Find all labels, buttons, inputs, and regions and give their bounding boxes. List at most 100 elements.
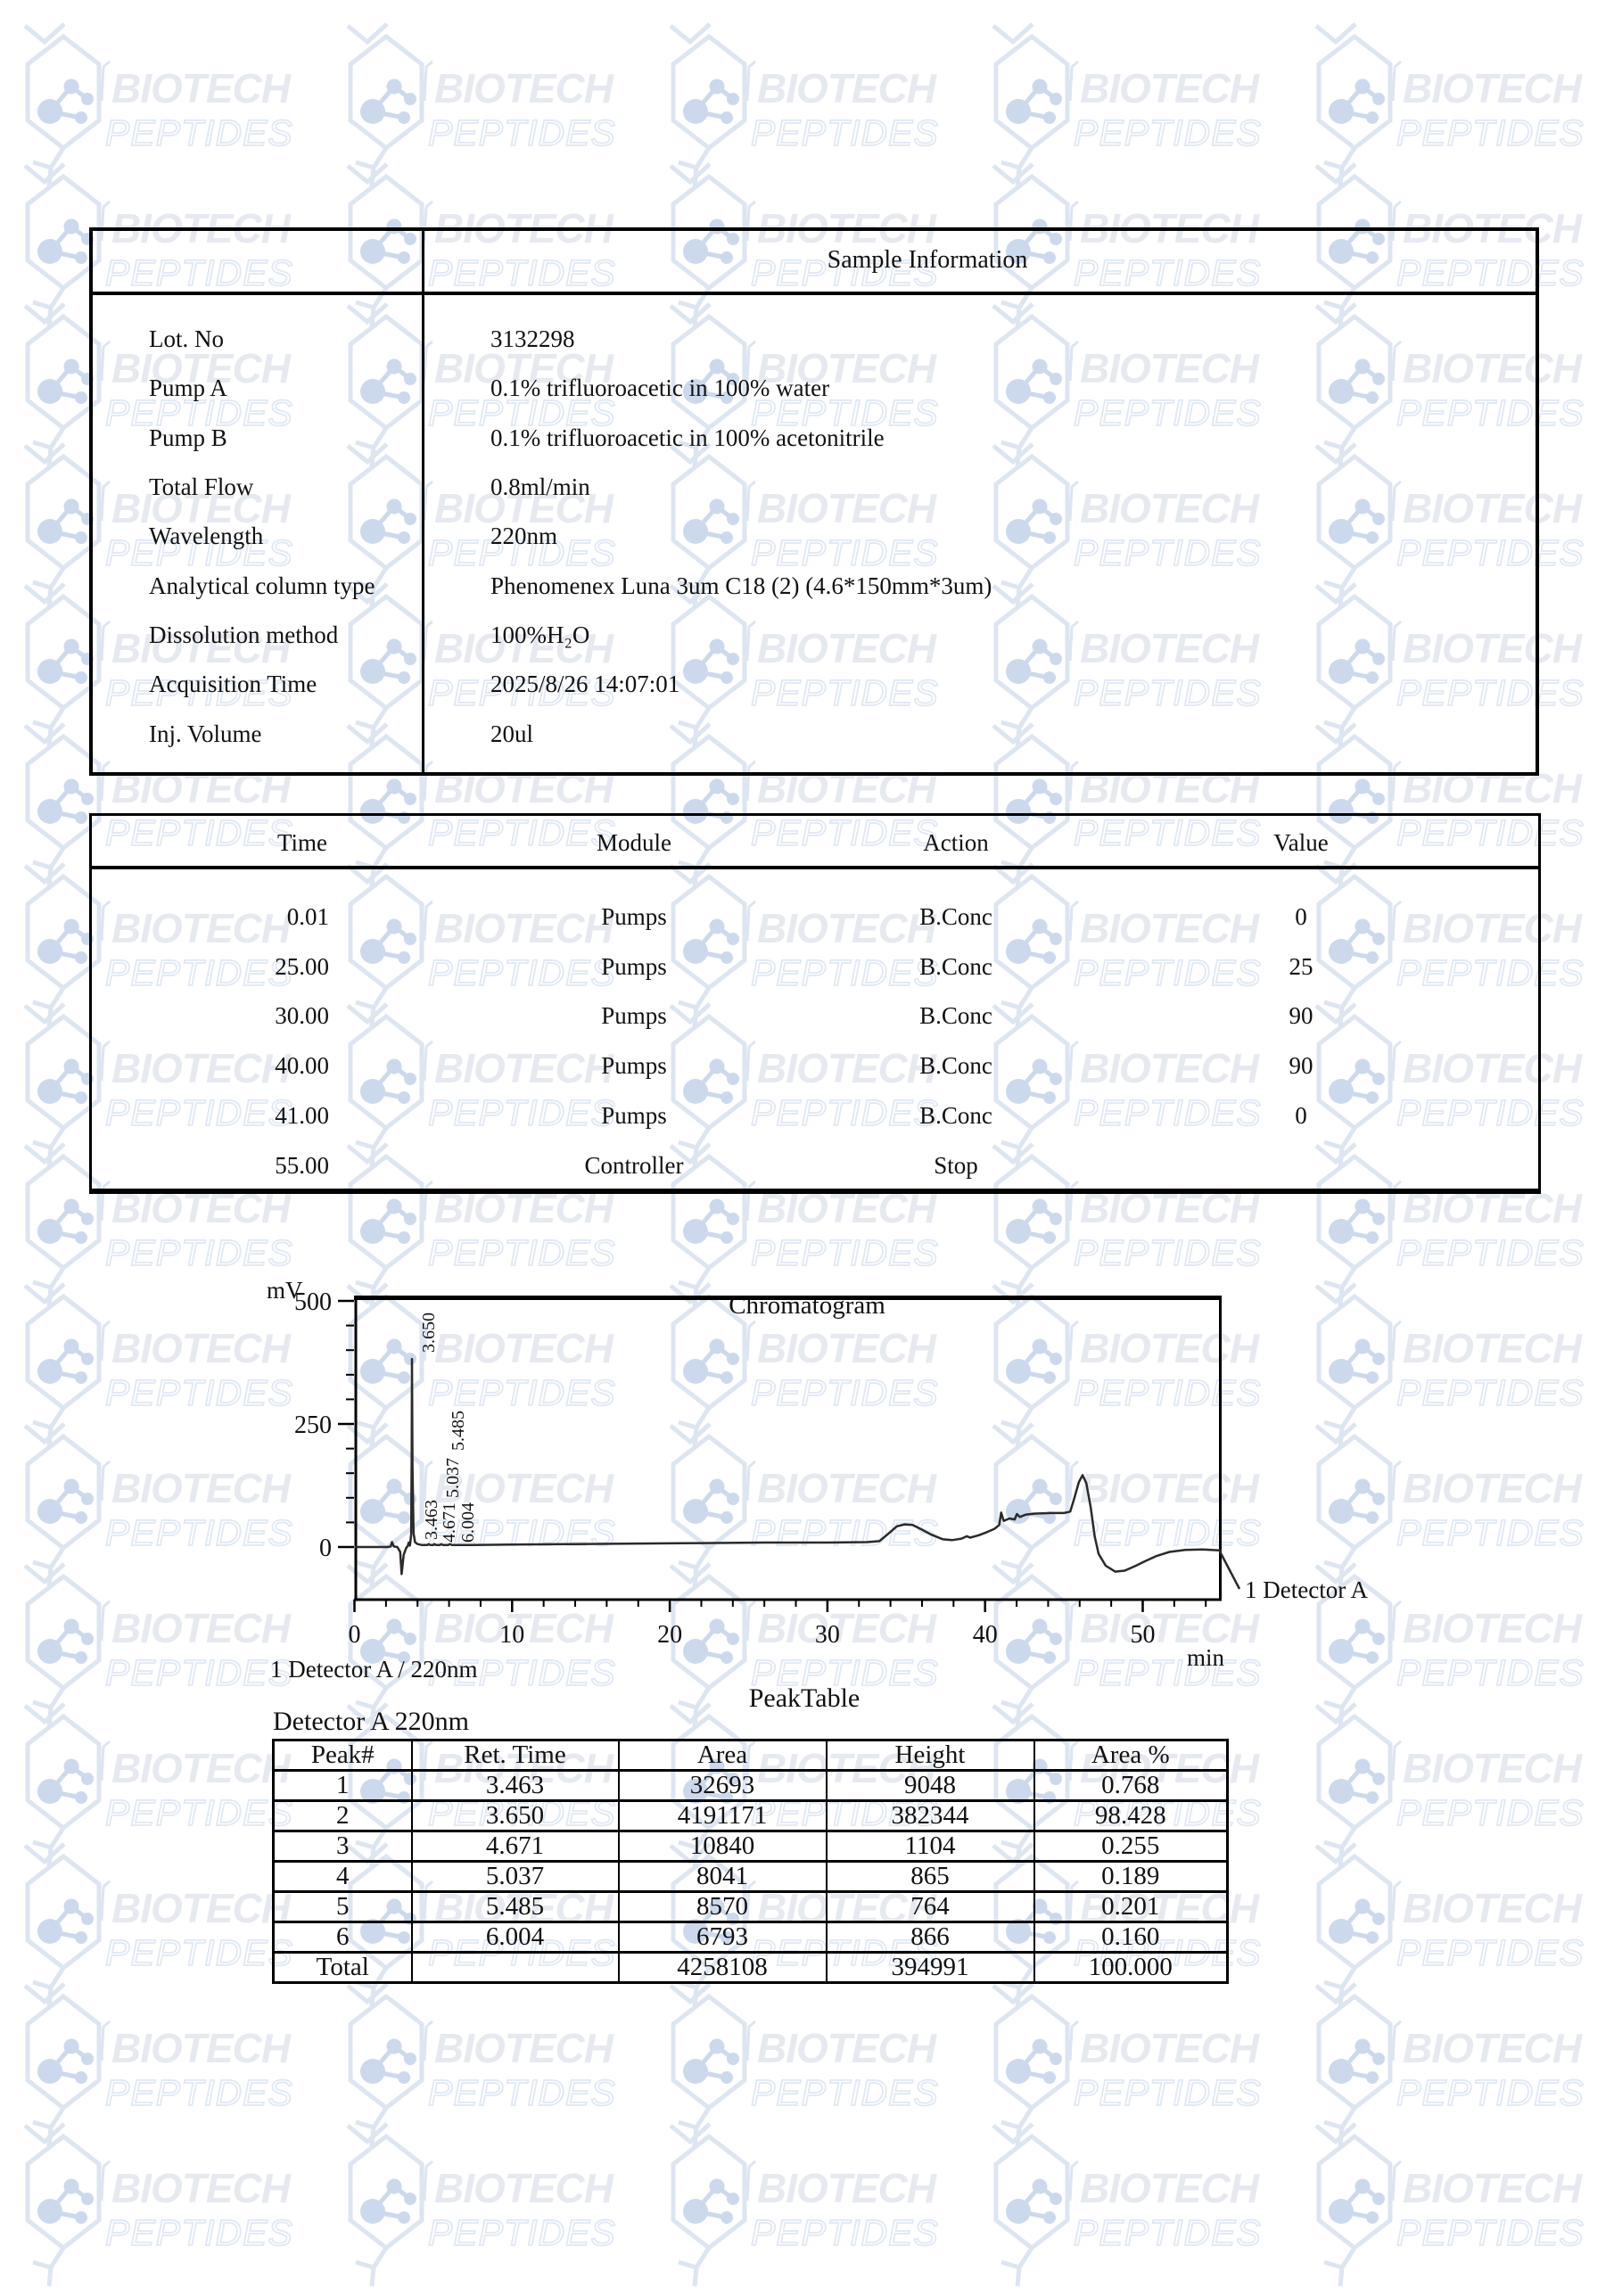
peak-table-cell: 98.428 [1033, 1799, 1229, 1832]
cell-value: 25 [1289, 953, 1313, 980]
peak-table-cell: 0.201 [1033, 1890, 1229, 1923]
peak-table-cell: 3.650 [410, 1799, 620, 1832]
svg-text:PEPTIDES: PEPTIDES [1074, 252, 1262, 293]
table-row: 2 3.650 4191171 382344 98.428 [272, 1799, 1229, 1832]
svg-text:BIOTECH: BIOTECH [1403, 1045, 1583, 1091]
peak-table-cell: 3 [272, 1830, 413, 1863]
svg-text:PEPTIDES: PEPTIDES [105, 1652, 293, 1693]
svg-text:PEPTIDES: PEPTIDES [1396, 112, 1585, 153]
peak-table-title: PeakTable [748, 1683, 861, 1713]
peak-table-cell: 6793 [617, 1921, 828, 1954]
svg-text:PEPTIDES: PEPTIDES [1074, 2212, 1262, 2253]
column-header-action: Action [923, 829, 989, 856]
biotech-peptides-watermark-icon: BIOTECH PEPTIDES [669, 302, 939, 467]
peak-retention-label: 5.485 [449, 1411, 468, 1451]
svg-text:PEPTIDES: PEPTIDES [1074, 812, 1262, 853]
svg-text:PEPTIDES: PEPTIDES [1396, 1792, 1585, 1833]
svg-text:PEPTIDES: PEPTIDES [105, 812, 293, 853]
svg-text:BIOTECH: BIOTECH [111, 1605, 292, 1651]
biotech-peptides-watermark-icon: BIOTECH PEPTIDES [346, 1002, 616, 1167]
biotech-peptides-watermark-icon: BIOTECH PEPTIDES [346, 2122, 616, 2287]
svg-text:PEPTIDES: PEPTIDES [428, 952, 616, 993]
svg-text:PEPTIDES: PEPTIDES [751, 2072, 939, 2113]
svg-text:PEPTIDES: PEPTIDES [1396, 1932, 1585, 1973]
svg-text:BIOTECH: BIOTECH [1403, 1465, 1583, 1511]
svg-text:PEPTIDES: PEPTIDES [1074, 532, 1262, 573]
svg-text:PEPTIDES: PEPTIDES [1396, 672, 1585, 713]
svg-text:BIOTECH: BIOTECH [434, 625, 614, 671]
cell-module: Pumps [601, 1102, 667, 1129]
peak-table-header-row: Peak# Ret. Time Area Height Area % [272, 1739, 1229, 1772]
y-tick-label: 500 [294, 1288, 332, 1316]
cell-module: Pumps [601, 1002, 667, 1029]
svg-text:PEPTIDES: PEPTIDES [1396, 2212, 1585, 2253]
field-label: Analytical column type [149, 572, 375, 599]
peak-table-cell: 2 [272, 1799, 413, 1832]
biotech-peptides-watermark-icon: BIOTECH PEPTIDES [1314, 1702, 1585, 1867]
svg-text:PEPTIDES: PEPTIDES [1396, 1652, 1585, 1693]
peak-table-cell: 394991 [825, 1951, 1035, 1984]
svg-text:PEPTIDES: PEPTIDES [428, 672, 616, 713]
svg-text:PEPTIDES: PEPTIDES [751, 672, 939, 713]
svg-text:PEPTIDES: PEPTIDES [105, 1372, 293, 1413]
peak-table-cell: 866 [825, 1921, 1035, 1954]
detector-legend-label: 1 Detector A [1245, 1576, 1368, 1603]
table-row: 3 4.671 10840 1104 0.255 [272, 1830, 1229, 1863]
biotech-peptides-watermark-icon: BIOTECH PEPTIDES [669, 2122, 939, 2287]
cell-action: B.Conc [919, 1002, 992, 1029]
svg-text:BIOTECH: BIOTECH [434, 2165, 614, 2211]
peak-table-header-cell: Area % [1033, 1739, 1229, 1772]
biotech-peptides-watermark-icon: BIOTECH PEPTIDES [992, 1282, 1262, 1447]
svg-text:BIOTECH: BIOTECH [757, 1605, 937, 1651]
biotech-peptides-watermark-icon: BIOTECH PEPTIDES [1314, 1562, 1585, 1727]
peak-table-cell: 0.768 [1033, 1769, 1229, 1802]
svg-text:PEPTIDES: PEPTIDES [751, 1512, 939, 1553]
biotech-peptides-watermark-icon: BIOTECH PEPTIDES [669, 582, 939, 747]
svg-text:PEPTIDES: PEPTIDES [1396, 812, 1585, 853]
svg-text:BIOTECH: BIOTECH [1403, 625, 1583, 671]
x-tick-label: 30 [815, 1621, 840, 1649]
biotech-peptides-watermark-icon: BIOTECH PEPTIDES [669, 1282, 939, 1447]
field-label: Inj. Volume [149, 720, 262, 747]
svg-text:PEPTIDES: PEPTIDES [105, 672, 293, 713]
svg-text:PEPTIDES: PEPTIDES [428, 1092, 616, 1133]
biotech-peptides-watermark-icon: BIOTECH PEPTIDES [23, 1282, 293, 1447]
svg-text:BIOTECH: BIOTECH [434, 1605, 614, 1651]
chart-title: Chromatogram [729, 1291, 885, 1320]
peak-table-header-cell: Ret. Time [410, 1739, 620, 1772]
peak-table-cell: 8570 [617, 1890, 828, 1923]
biotech-peptides-watermark-icon: BIOTECH PEPTIDES [1314, 1282, 1585, 1447]
y-tick-label: 0 [319, 1535, 332, 1562]
svg-text:PEPTIDES: PEPTIDES [1074, 1512, 1262, 1553]
biotech-peptides-watermark-icon: BIOTECH PEPTIDES [992, 2122, 1262, 2287]
svg-text:PEPTIDES: PEPTIDES [105, 1512, 293, 1553]
svg-text:PEPTIDES: PEPTIDES [428, 532, 616, 573]
svg-text:PEPTIDES: PEPTIDES [105, 2072, 293, 2113]
biotech-peptides-watermark-icon: BIOTECH PEPTIDES [23, 1702, 293, 1867]
field-value: 0.1% trifluoroacetic in 100% acetonitril… [490, 424, 885, 451]
svg-text:PEPTIDES: PEPTIDES [1074, 1092, 1262, 1133]
svg-text:BIOTECH: BIOTECH [111, 485, 292, 531]
biotech-peptides-watermark-icon: BIOTECH PEPTIDES [669, 1002, 939, 1167]
biotech-peptides-watermark-icon: BIOTECH PEPTIDES [669, 22, 939, 187]
sample-information-title: Sample Information [827, 246, 1028, 274]
svg-text:PEPTIDES: PEPTIDES [105, 1092, 293, 1133]
biotech-peptides-watermark-icon: BIOTECH PEPTIDES [1314, 1842, 1585, 2007]
peak-retention-label: 3.650 [419, 1313, 439, 1353]
svg-text:PEPTIDES: PEPTIDES [1396, 1232, 1585, 1273]
svg-text:PEPTIDES: PEPTIDES [751, 1092, 939, 1133]
svg-text:PEPTIDES: PEPTIDES [1074, 112, 1262, 153]
svg-text:BIOTECH: BIOTECH [111, 1325, 292, 1371]
svg-text:BIOTECH: BIOTECH [434, 1325, 614, 1371]
peak-table-cell: 32693 [617, 1769, 828, 1802]
svg-text:BIOTECH: BIOTECH [1403, 1605, 1583, 1651]
svg-text:BIOTECH: BIOTECH [434, 345, 614, 391]
biotech-peptides-watermark-icon: BIOTECH PEPTIDES [992, 862, 1262, 1027]
peak-table-cell: 6 [272, 1921, 413, 1954]
svg-text:BIOTECH: BIOTECH [1080, 65, 1260, 111]
svg-text:BIOTECH: BIOTECH [111, 1745, 292, 1791]
svg-text:BIOTECH: BIOTECH [1080, 485, 1260, 531]
svg-text:BIOTECH: BIOTECH [111, 345, 292, 391]
svg-text:BIOTECH: BIOTECH [434, 2025, 614, 2071]
biotech-peptides-watermark-icon: BIOTECH PEPTIDES [23, 1002, 293, 1167]
